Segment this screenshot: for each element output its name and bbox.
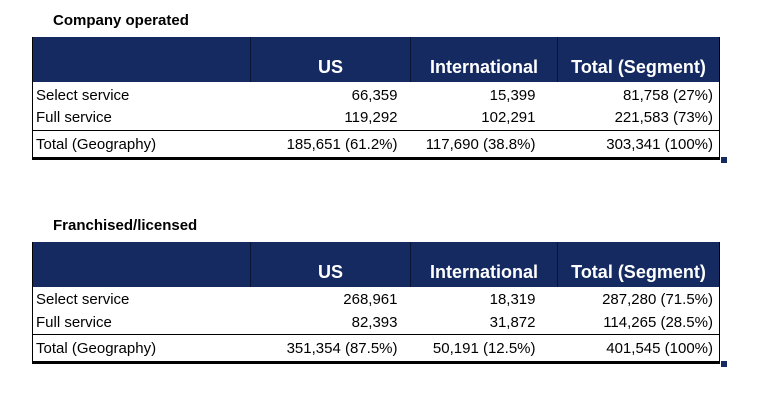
cell-us: 351,354 (87.5%) <box>250 334 411 363</box>
table-row: Full service 119,292 102,291 221,583 (73… <box>33 106 720 130</box>
column-header-total-segment: Total (Segment) <box>557 241 720 287</box>
table-row: Select service 268,961 18,319 287,280 (7… <box>33 287 720 311</box>
row-label: Select service <box>36 291 130 308</box>
cell-international: 15,399 <box>489 86 536 104</box>
header-row: US International Total (Segment) <box>32 241 720 287</box>
column-header-international: International <box>410 37 558 82</box>
company-operated-table: US International Total (Segment) Select … <box>32 37 727 163</box>
cell-us: 185,651 (61.2%) <box>250 129 411 158</box>
cell-international: 18,319 <box>489 291 536 308</box>
row-label: Total (Geography) <box>32 334 251 363</box>
fill-handle <box>721 361 727 367</box>
total-row: Total (Geography) 185,651 (61.2%) 117,69… <box>32 129 720 158</box>
cell-total-segment: 401,545 (100%) <box>557 334 720 363</box>
cell-us: 268,961 <box>343 291 398 308</box>
fill-handle <box>721 156 727 163</box>
cell-total-segment: 81,758 (27%) <box>622 86 713 104</box>
column-header-total-segment: Total (Segment) <box>557 37 720 82</box>
franchised-licensed-table: US International Total (Segment) Select … <box>32 241 727 367</box>
table-row: Select service 66,359 15,399 81,758 (27%… <box>33 82 720 106</box>
header-row: US International Total (Segment) <box>32 37 720 82</box>
report-page: Company operated US International Total … <box>32 12 727 370</box>
cell-total-segment: 287,280 (71.5%) <box>602 291 713 308</box>
cell-us: 82,393 <box>351 313 398 331</box>
table-row: Full service 82,393 31,872 114,265 (28.5… <box>33 311 720 335</box>
column-header-international: International <box>410 241 558 287</box>
row-label: Full service <box>36 313 112 331</box>
total-row: Total (Geography) 351,354 (87.5%) 50,191… <box>32 334 720 363</box>
cell-international: 102,291 <box>481 109 536 127</box>
company-operated-section: Company operated US International Total … <box>32 12 727 165</box>
table-title: Company operated <box>53 12 189 29</box>
cell-international: 117,690 (38.8%) <box>410 129 558 158</box>
cell-us: 66,359 <box>351 86 398 104</box>
row-label: Total (Geography) <box>32 129 251 158</box>
column-header-us: US <box>250 37 411 82</box>
row-label: Select service <box>36 86 130 104</box>
column-header-blank <box>32 37 251 82</box>
row-label: Full service <box>36 109 112 127</box>
table-title: Franchised/licensed <box>53 216 198 234</box>
column-header-us: US <box>250 241 411 287</box>
cell-total-segment: 303,341 (100%) <box>557 129 720 158</box>
franchised-licensed-section: Franchised/licensed US International Tot… <box>32 216 727 370</box>
cell-international: 50,191 (12.5%) <box>410 334 558 363</box>
cell-us: 119,292 <box>344 109 398 127</box>
cell-total-segment: 114,265 (28.5%) <box>603 313 713 331</box>
column-header-blank <box>32 241 251 287</box>
cell-international: 31,872 <box>489 313 536 331</box>
cell-total-segment: 221,583 (73%) <box>614 109 713 127</box>
